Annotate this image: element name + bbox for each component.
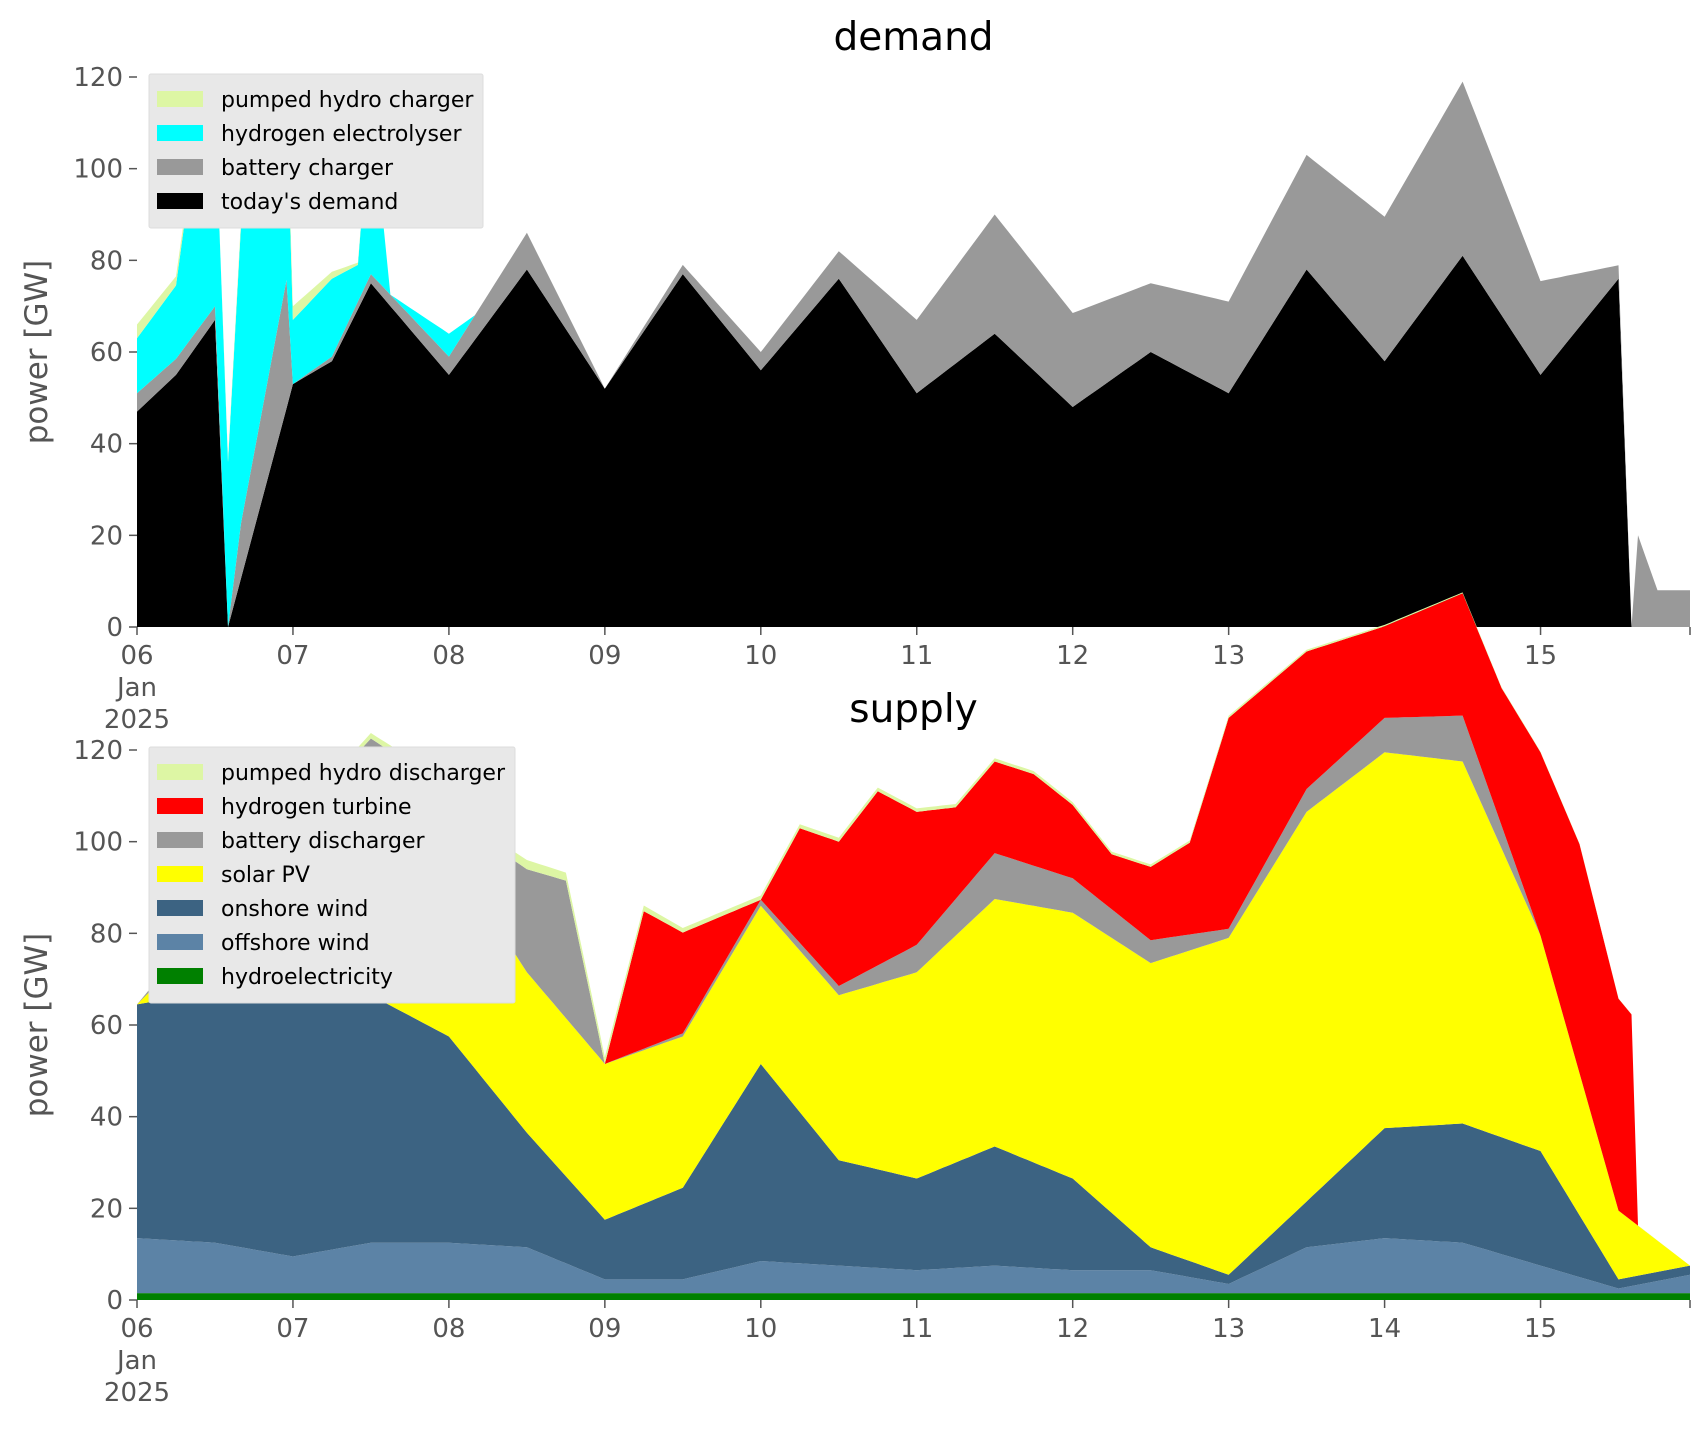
legend-label: offshore wind bbox=[221, 931, 370, 956]
y-tick-label: 0 bbox=[106, 613, 123, 643]
legend-label: battery charger bbox=[221, 156, 394, 181]
legend-swatch bbox=[157, 159, 203, 175]
x-tick-label: 14 bbox=[1368, 1314, 1401, 1344]
legend-label: pumped hydro discharger bbox=[221, 761, 506, 786]
area-battery-charger bbox=[137, 81, 1690, 628]
legend-label: onshore wind bbox=[221, 897, 368, 922]
area-hydrogen-electrolyser bbox=[137, 81, 1690, 628]
legend-swatch bbox=[157, 125, 203, 141]
x-tick-label: 11 bbox=[900, 641, 933, 671]
legend-swatch bbox=[157, 900, 203, 916]
x-tick-label: 12 bbox=[1056, 641, 1089, 671]
legend-label: battery discharger bbox=[221, 829, 426, 854]
y-axis-label: power [GW] bbox=[19, 933, 55, 1118]
legend-swatch bbox=[157, 91, 203, 107]
area-onshore-wind bbox=[137, 990, 1690, 1289]
y-tick-label: 120 bbox=[73, 63, 123, 93]
y-tick-label: 80 bbox=[90, 919, 123, 949]
y-tick-label: 60 bbox=[90, 1011, 123, 1041]
area-hydroelectricity bbox=[137, 1293, 1690, 1300]
x-tick-label: 07 bbox=[276, 641, 309, 671]
x-tick-label: 10 bbox=[744, 1314, 777, 1344]
x-tick-label: 12 bbox=[1056, 1314, 1089, 1344]
legend-label: pumped hydro charger bbox=[221, 88, 474, 113]
x-tick-label: 06 Jan 2025 bbox=[104, 641, 170, 735]
y-tick-label: 20 bbox=[90, 521, 123, 551]
chart-title: supply bbox=[849, 687, 977, 732]
x-tick-label: 15 bbox=[1524, 1314, 1557, 1344]
y-tick-label: 0 bbox=[106, 1286, 123, 1316]
chart-title: demand bbox=[833, 15, 993, 60]
x-tick-label: 06 Jan 2025 bbox=[104, 1314, 170, 1408]
legend-swatch bbox=[157, 193, 203, 209]
x-tick-label: 08 bbox=[432, 641, 465, 671]
legend-swatch bbox=[157, 798, 203, 814]
y-tick-label: 80 bbox=[90, 246, 123, 276]
y-tick-label: 20 bbox=[90, 1194, 123, 1224]
area-solar-pv bbox=[137, 752, 1690, 1280]
legend: pumped hydro charger hydrogen electrolyse… bbox=[148, 73, 484, 229]
legend-swatch bbox=[157, 934, 203, 950]
x-tick-label: 09 bbox=[588, 1314, 621, 1344]
legend-label: today's demand bbox=[221, 190, 398, 215]
legend-swatch bbox=[157, 968, 203, 984]
legend-label: hydrogen electrolyser bbox=[221, 122, 462, 147]
x-tick-label: 15 bbox=[1524, 641, 1557, 671]
y-tick-label: 120 bbox=[73, 736, 123, 766]
series-areas bbox=[137, 81, 1690, 628]
y-tick-label: 60 bbox=[90, 338, 123, 368]
legend-label: hydrogen turbine bbox=[221, 795, 412, 820]
x-tick-label: 13 bbox=[1212, 1314, 1245, 1344]
x-tick-label: 07 bbox=[276, 1314, 309, 1344]
x-tick-label: 10 bbox=[744, 641, 777, 671]
x-tick-label: 08 bbox=[432, 1314, 465, 1344]
area-today-s-demand bbox=[137, 255, 1690, 628]
x-tick-label: 09 bbox=[588, 641, 621, 671]
y-axis-label: power [GW] bbox=[19, 260, 55, 445]
legend-frame bbox=[148, 746, 516, 1004]
series-areas bbox=[137, 592, 1690, 1300]
y-tick-label: 40 bbox=[90, 1103, 123, 1133]
legend-swatch bbox=[157, 866, 203, 882]
area-offshore-wind bbox=[137, 1238, 1690, 1294]
y-tick-label: 100 bbox=[73, 828, 123, 858]
legend-label: solar PV bbox=[221, 863, 310, 888]
area-hydrogen-turbine bbox=[137, 593, 1690, 1266]
x-tick-label: 11 bbox=[900, 1314, 933, 1344]
legend-label: hydroelectricity bbox=[221, 965, 393, 990]
legend-swatch bbox=[157, 764, 203, 780]
legend-frame bbox=[148, 73, 484, 229]
chart-demand: demand power [GW] 0 20 40 60 80 100 120 06 Jan 2025… bbox=[19, 15, 1691, 735]
x-tick-label: 13 bbox=[1212, 641, 1245, 671]
legend-swatch bbox=[157, 832, 203, 848]
y-tick-label: 100 bbox=[73, 155, 123, 185]
legend: pumped hydro discharger hydrogen turbine b… bbox=[148, 746, 516, 1004]
y-tick-label: 40 bbox=[90, 430, 123, 460]
